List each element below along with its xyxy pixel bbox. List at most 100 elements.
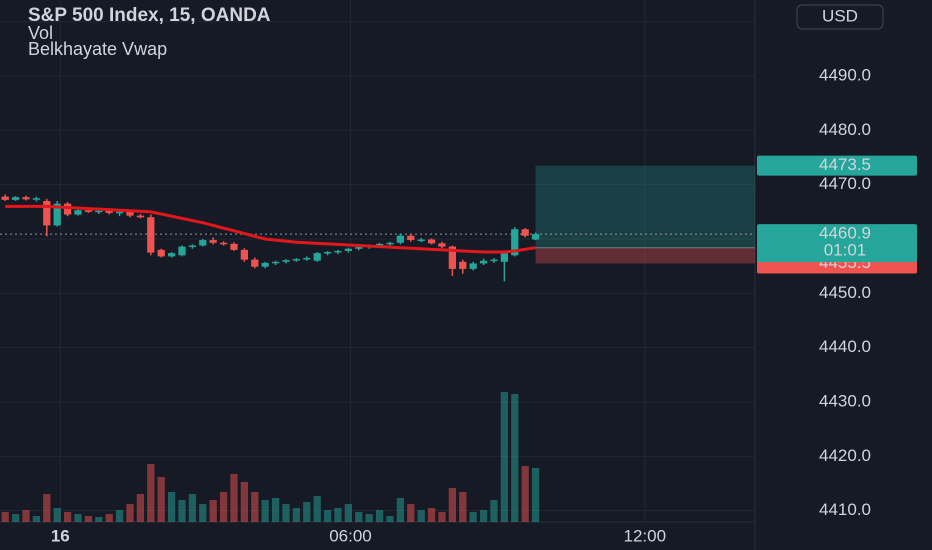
y-tick-label: 4420.0 (819, 446, 871, 465)
volume-bar (386, 516, 394, 522)
volume-bar (323, 510, 332, 522)
volume-bar (219, 492, 228, 522)
volume-bar (511, 394, 519, 522)
stop-zone (535, 247, 755, 264)
countdown-label: 01:01 (824, 241, 867, 260)
candle-body (22, 197, 30, 200)
currency-label[interactable]: USD (822, 6, 858, 25)
candle-body (240, 249, 249, 260)
candle-body (469, 263, 477, 269)
grid (0, 0, 755, 522)
candle-body (157, 249, 165, 257)
volume-bar (11, 514, 20, 522)
candle-body (292, 259, 301, 261)
candle-body (490, 259, 498, 262)
indicator-label: Belkhayate Vwap (28, 39, 167, 59)
candle-body (1, 196, 9, 200)
candle-body (74, 210, 82, 215)
y-tick-label: 4440.0 (819, 337, 871, 356)
volume-bar (303, 502, 311, 522)
candle-body (105, 210, 113, 213)
volume-bar (178, 500, 186, 522)
volume-bar (282, 504, 290, 522)
candle-body (386, 242, 394, 245)
volume-bar (147, 464, 155, 522)
volume-bar (240, 482, 249, 522)
candle-body (282, 260, 290, 262)
vwap-line (5, 204, 536, 254)
candle-body (136, 215, 145, 218)
volume-bar (469, 512, 477, 522)
candle-body (334, 250, 342, 253)
target-zone (535, 165, 755, 248)
volume-bar (105, 514, 113, 522)
candle-body (199, 240, 207, 246)
indicator-label: Vol (28, 23, 53, 43)
y-tick-label: 4410.0 (819, 500, 871, 519)
volume-bar (199, 504, 207, 522)
volume-bar (344, 504, 353, 522)
volume-bar (375, 510, 384, 522)
candle-body (126, 211, 134, 216)
candle-body (511, 229, 519, 256)
candle-body (323, 252, 332, 254)
volume-bar (22, 510, 30, 522)
candle-body (11, 197, 20, 200)
candle-body (43, 200, 51, 226)
volume-bar (490, 500, 498, 522)
volume-bar (136, 494, 145, 522)
volume-bar (448, 488, 457, 522)
price-tag-label: 4473.5 (819, 155, 871, 174)
volume-bar (115, 510, 124, 522)
currency-button[interactable] (796, 4, 884, 30)
volume-bar (292, 508, 301, 522)
candle-body (375, 243, 384, 246)
y-tick-label: 4480.0 (819, 120, 871, 139)
volume-bar (479, 510, 488, 522)
volume-bar (157, 477, 165, 522)
volume-bar (355, 512, 363, 522)
candle-body (438, 243, 446, 247)
volume-bar (531, 468, 540, 522)
volume-bar (74, 514, 82, 522)
price-tag-label: 4460.9 (819, 224, 871, 243)
volume-bar (500, 392, 509, 522)
candle-body (251, 259, 259, 267)
volume-bar (167, 492, 176, 522)
candle-body (479, 260, 488, 264)
volume-bar (438, 512, 446, 522)
price-tag (757, 224, 917, 263)
volume-bar (251, 492, 259, 522)
candle-body (396, 235, 405, 243)
x-tick-label: 12:00 (623, 526, 666, 545)
candle-body (230, 243, 238, 250)
candle-body (219, 242, 228, 245)
volume-bar (417, 510, 425, 522)
x-tick-label: 16 (51, 526, 70, 545)
price-tag (757, 155, 917, 176)
candle-body (303, 258, 311, 260)
candle-body (63, 203, 72, 215)
volume-bar (334, 508, 342, 522)
candle-body (178, 246, 186, 256)
candle-body (261, 262, 269, 267)
volume-bar (407, 504, 415, 522)
volume-bar (459, 492, 467, 522)
candle-body (344, 248, 353, 251)
volume-bar (63, 512, 72, 522)
volume-bar (126, 504, 134, 522)
candle-body (521, 229, 529, 236)
candle-body (448, 246, 457, 269)
y-tick-label: 4470.0 (819, 174, 871, 193)
candle-body (313, 253, 321, 261)
candle-body (95, 210, 103, 213)
candle-body (147, 217, 155, 253)
x-tick-label: 06:00 (329, 526, 372, 545)
volume-bar (427, 508, 436, 522)
volume-bar (53, 508, 61, 522)
volume-bar (95, 517, 103, 522)
axes: 4410.04420.04430.04440.04450.04460.04470… (51, 11, 917, 545)
volume-bar (396, 498, 405, 522)
candle-body (459, 261, 467, 269)
